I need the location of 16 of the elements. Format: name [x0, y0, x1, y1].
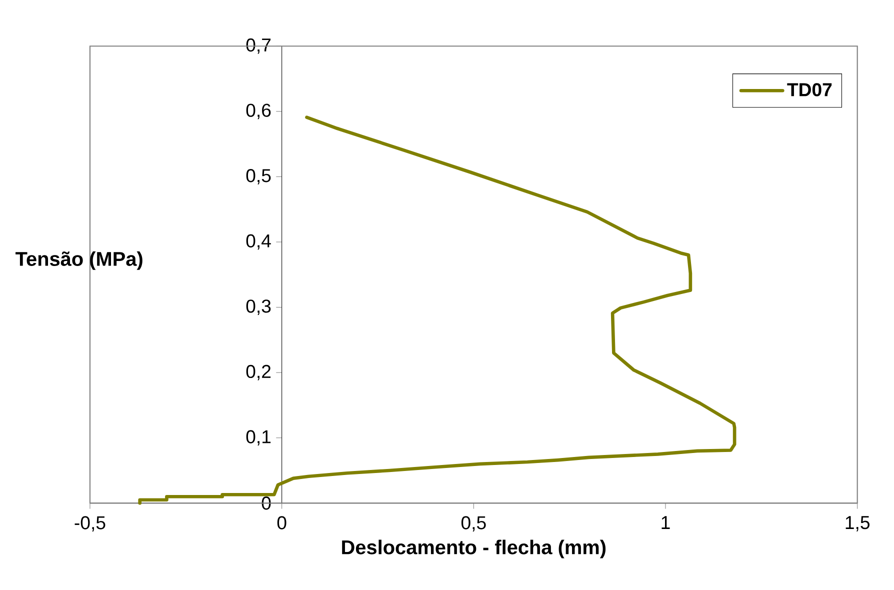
y-tick-label: 0,5 [246, 168, 271, 184]
y-tick-label: 0,2 [246, 364, 271, 380]
y-axis-title: Tensão (MPa) [16, 251, 142, 270]
y-tick-label: 0 [262, 496, 271, 510]
x-tick-label: 1 [662, 516, 670, 529]
x-tick-label: 0,5 [461, 516, 486, 532]
y-tick-label: 0,1 [246, 430, 271, 446]
y-tick-label: 0,3 [246, 300, 271, 315]
x-tick-label: -0,5 [74, 516, 106, 532]
y-tick-label: 0,4 [246, 234, 271, 250]
x-tick-label: 0 [277, 516, 286, 530]
y-tick-label: 0,7 [246, 38, 271, 54]
x-tick-label: 1,5 [846, 516, 870, 532]
x-axis-title: Deslocamento - flecha (mm) [342, 540, 606, 558]
y-tick-label: 0,6 [246, 104, 271, 120]
legend-label: TD07 [787, 83, 832, 96]
